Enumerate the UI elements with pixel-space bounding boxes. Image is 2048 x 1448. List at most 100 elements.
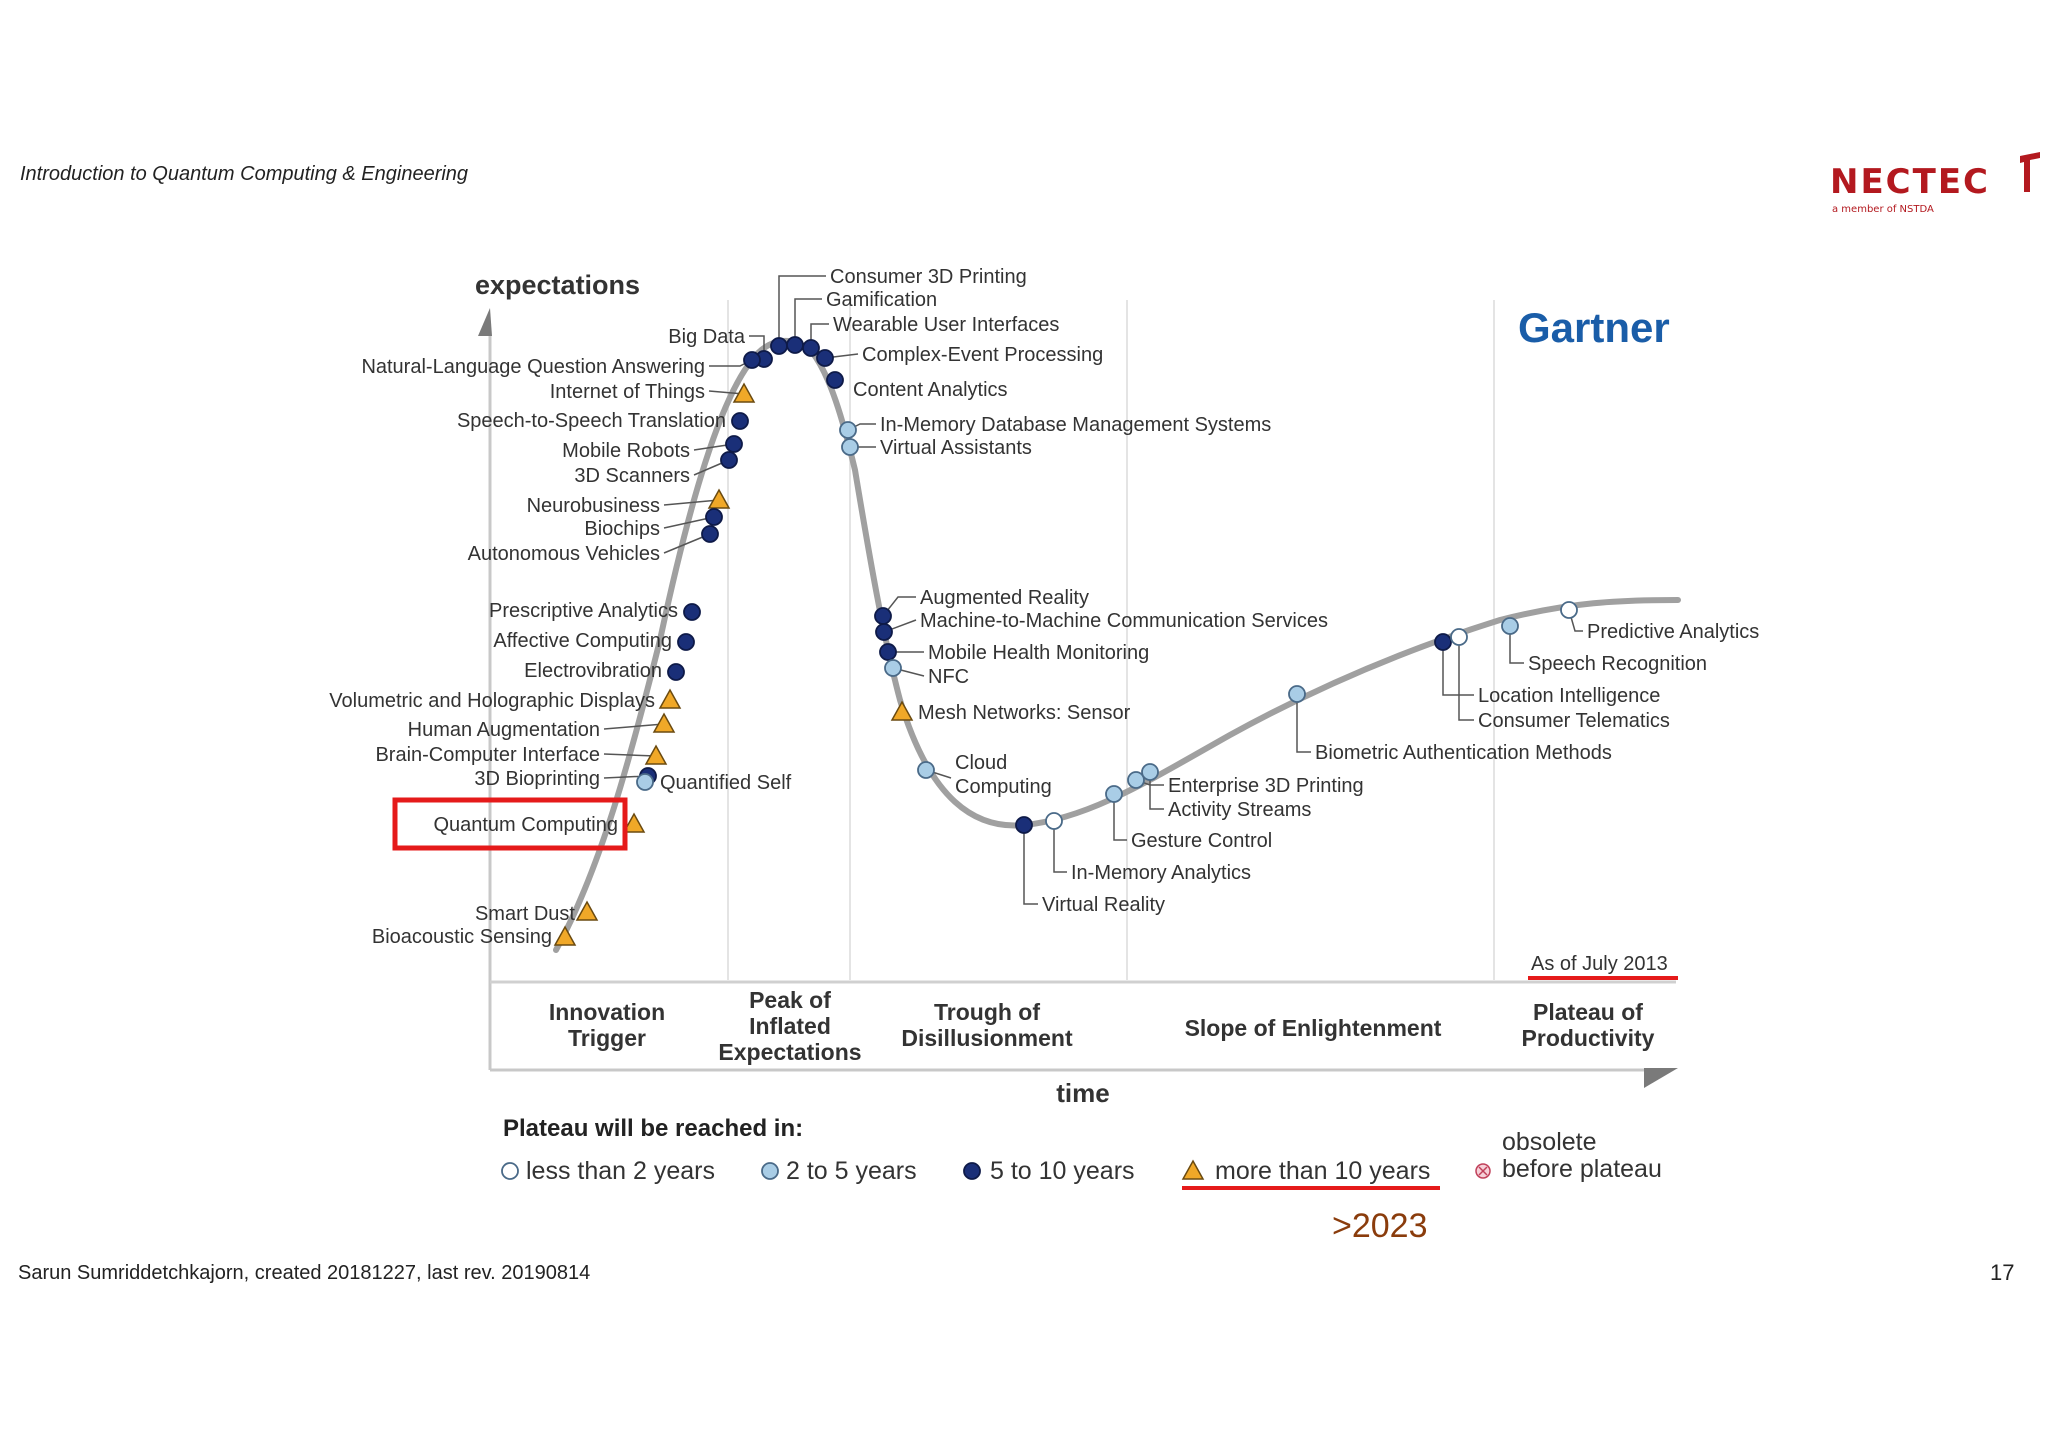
leader-line	[1509, 626, 1524, 664]
technology-markers	[553, 336, 1578, 946]
year-annotation: >2023	[1332, 1207, 1428, 1245]
marker-biochips-dark-blue-circle-icon	[705, 508, 723, 526]
marker-speech-recognition-light-blue-circle-icon	[1501, 617, 1519, 635]
logo-subtitle: a member of NSTDA	[1832, 204, 1934, 215]
legend-pink-x-circle-icon	[1475, 1163, 1491, 1179]
tech-label-cloud-computing-line-2: Computing	[955, 776, 1052, 798]
legend-label-3: 5 to 10 years	[990, 1157, 1135, 1185]
tech-label-augmented-reality: Augmented Reality	[920, 587, 1089, 609]
tech-label-gamification: Gamification	[826, 289, 937, 311]
marker-in-memory-database-management-systems-light-blue-circle-icon	[839, 421, 857, 439]
tech-label-quantified-self: Quantified Self	[660, 772, 792, 794]
marker-quantum-computing-orange-triangle-icon	[622, 812, 646, 833]
legend-white-circle-icon	[501, 1162, 519, 1180]
marker-autonomous-vehicles-dark-blue-circle-icon	[701, 525, 719, 543]
leader-line	[1053, 821, 1067, 873]
phase-label-3-line-1: Trough of	[934, 999, 1040, 1025]
leader-line	[1023, 825, 1038, 905]
tech-label-big-data: Big Data	[668, 326, 746, 348]
tech-label-speech-recognition: Speech Recognition	[1528, 653, 1707, 675]
marker-consumer-3d-printing-dark-blue-circle-icon	[770, 337, 788, 355]
tech-label-mesh-networks-sensor: Mesh Networks: Sensor	[918, 702, 1131, 724]
marker-activity-streams-light-blue-circle-icon	[1141, 763, 1159, 781]
gartner-brand: Gartner	[1518, 304, 1670, 351]
tech-label-human-augmentation: Human Augmentation	[408, 719, 600, 741]
course-title: Introduction to Quantum Computing & Engi…	[20, 163, 469, 185]
marker-in-memory-analytics-white-circle-icon	[1045, 812, 1063, 830]
tech-label-complex-event-processing: Complex-Event Processing	[862, 344, 1103, 366]
tech-label-cloud-computing-line-1: Cloud	[955, 752, 1007, 774]
legend-dark-blue-circle-icon	[963, 1162, 981, 1180]
marker-electrovibration-dark-blue-circle-icon	[667, 663, 685, 681]
marker-gamification-dark-blue-circle-icon	[786, 336, 804, 354]
tech-label-affective-computing: Affective Computing	[493, 630, 672, 652]
legend-light-blue-circle-icon	[761, 1162, 779, 1180]
marker-mobile-robots-dark-blue-circle-icon	[725, 435, 743, 453]
tech-label-consumer-3d-printing: Consumer 3D Printing	[830, 266, 1027, 288]
tech-label-location-intelligence: Location Intelligence	[1478, 685, 1660, 707]
tech-label-3d-scanners: 3D Scanners	[574, 465, 690, 487]
marker-bioacoustic-sensing-orange-triangle-icon	[553, 925, 577, 946]
marker-cloud-computing-light-blue-circle-icon	[917, 761, 935, 779]
marker-enterprise-3d-printing-light-blue-circle-icon	[1127, 771, 1145, 789]
legend-label-5-line-1: obsolete	[1502, 1128, 1597, 1156]
tech-label-prescriptive-analytics: Prescriptive Analytics	[489, 600, 678, 622]
marker-predictive-analytics-white-circle-icon	[1560, 601, 1578, 619]
leader-line	[1113, 794, 1127, 841]
legend-label-2: 2 to 5 years	[786, 1157, 917, 1185]
tech-label-autonomous-vehicles: Autonomous Vehicles	[468, 543, 660, 565]
phase-label-1-line-1: Innovation	[549, 999, 665, 1025]
tech-label-electrovibration: Electrovibration	[524, 660, 662, 682]
tech-label-content-analytics: Content Analytics	[853, 379, 1008, 401]
tech-label-consumer-telematics: Consumer Telematics	[1478, 710, 1670, 732]
tech-label-gesture-control: Gesture Control	[1131, 830, 1272, 852]
marker-affective-computing-dark-blue-circle-icon	[677, 633, 695, 651]
tech-label-brain-computer-interface: Brain-Computer Interface	[375, 744, 600, 766]
logo-text: NECTEC	[1830, 162, 1991, 202]
leader-line	[1296, 694, 1311, 753]
tech-label-quantum-computing: Quantum Computing	[433, 814, 618, 836]
marker-mobile-health-monitoring-dark-blue-circle-icon	[879, 643, 897, 661]
footer-credit: Sarun Sumriddetchkajorn, created 2018122…	[18, 1262, 591, 1284]
tech-label-machine-to-machine-communication-services: Machine-to-Machine Communication Service…	[920, 610, 1328, 632]
tech-label-biochips: Biochips	[584, 518, 660, 540]
marker-3d-scanners-dark-blue-circle-icon	[720, 451, 738, 469]
marker-nfc-light-blue-circle-icon	[884, 659, 902, 677]
quantum-computing-highlight	[392, 797, 628, 851]
tech-label-volumetric-and-holographic-displays: Volumetric and Holographic Displays	[329, 690, 655, 712]
tech-label-biometric-authentication-methods: Biometric Authentication Methods	[1315, 742, 1612, 764]
leader-line	[1442, 642, 1474, 696]
leader-line	[794, 298, 822, 345]
leader-line	[1149, 772, 1164, 810]
phase-label-2-line-3: Expectations	[718, 1039, 861, 1065]
marker-complex-event-processing-dark-blue-circle-icon	[816, 349, 834, 367]
marker-internet-of-things-orange-triangle-icon	[732, 382, 756, 403]
leader-line	[603, 753, 657, 757]
tech-label-wearable-user-interfaces: Wearable User Interfaces	[833, 314, 1059, 336]
marker-content-analytics-dark-blue-circle-icon	[826, 371, 844, 389]
tech-label-internet-of-things: Internet of Things	[550, 381, 705, 403]
tech-label-bioacoustic-sensing: Bioacoustic Sensing	[372, 926, 552, 948]
phase-label-5-line-1: Plateau of	[1533, 999, 1643, 1025]
legend-label-1: less than 2 years	[526, 1157, 715, 1185]
phase-label-5-line-2: Productivity	[1522, 1025, 1655, 1051]
tech-label-natural-language-question-answering: Natural-Language Question Answering	[361, 356, 705, 378]
marker-smart-dust-orange-triangle-icon	[575, 900, 599, 921]
phase-label-1-line-2: Trigger	[568, 1025, 646, 1051]
legend: less than 2 years 2 to 5 years 5 to 10 yea…	[501, 1128, 1662, 1185]
page-number: 17	[1990, 1260, 2015, 1285]
tech-label-enterprise-3d-printing: Enterprise 3D Printing	[1168, 775, 1364, 797]
legend-orange-triangle-icon	[1181, 1159, 1205, 1180]
marker-augmented-reality-dark-blue-circle-icon	[874, 607, 892, 625]
tech-label-mobile-health-monitoring: Mobile Health Monitoring	[928, 642, 1149, 664]
legend-title: Plateau will be reached in:	[503, 1115, 803, 1142]
marker-quantified-self-light-blue-circle-icon	[636, 773, 654, 791]
tech-label-virtual-assistants: Virtual Assistants	[880, 437, 1032, 459]
nectec-logo: NECTEC a member of NSTDA	[1826, 150, 2046, 220]
phase-label-2-line-1: Peak of	[749, 987, 831, 1013]
tech-label-3d-bioprinting: 3D Bioprinting	[474, 768, 600, 790]
phase-label-2-line-2: Inflated	[749, 1013, 831, 1039]
